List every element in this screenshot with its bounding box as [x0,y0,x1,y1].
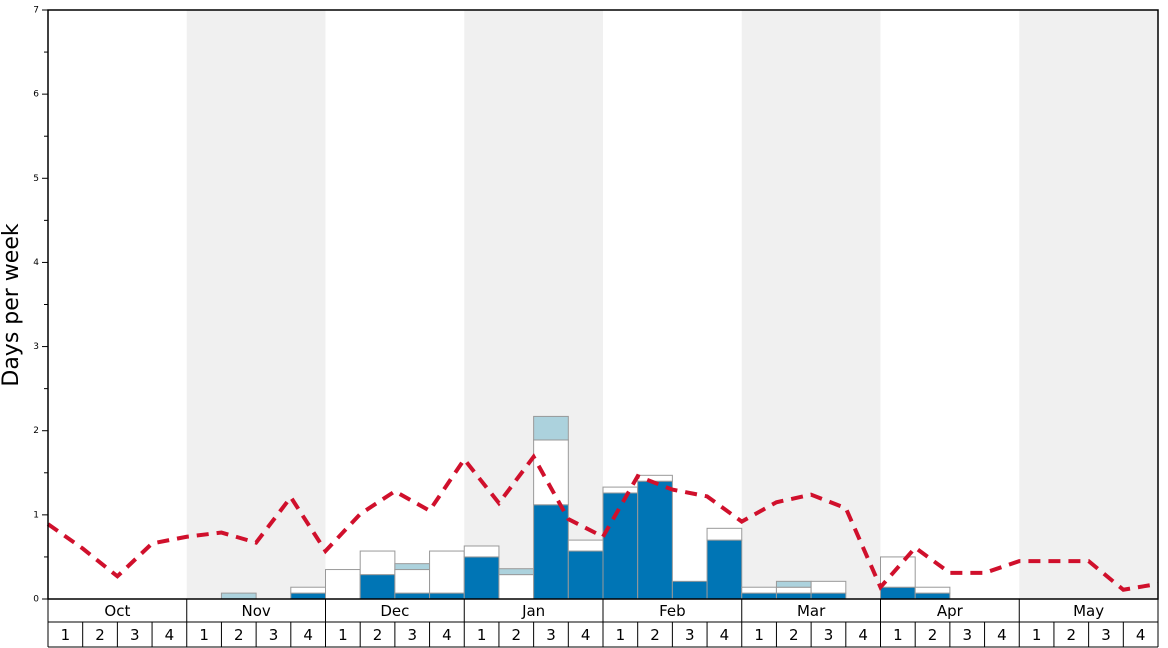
x-tick-label: 3 [546,626,556,644]
bar-segment [290,586,326,594]
month-label: May [1073,602,1104,620]
x-tick-label: 3 [130,626,140,644]
bar-segment [637,480,673,600]
bar-segment [325,569,361,600]
bar-segment [637,474,673,482]
bar-segment [359,550,396,576]
x-tick-label: 2 [1067,626,1077,644]
x-tick-label: 4 [720,626,730,644]
x-tick-label: 1 [338,626,348,644]
bar-segment [914,592,951,600]
month-label: Mar [797,602,826,620]
x-tick-label: 1 [616,626,626,644]
bar-segment [463,545,500,558]
month-label: Oct [104,602,130,620]
bar-segment [741,592,777,600]
bar-segment [429,592,465,600]
x-tick-label: 2 [789,626,799,644]
bar-segment [706,527,743,541]
bar-segment [706,539,743,600]
x-tick-label: 4 [1136,626,1146,644]
bar-segment [429,550,465,594]
y-tick-label: 3 [33,342,39,352]
y-tick-label: 6 [33,90,39,100]
bar-segment [394,592,431,600]
x-tick-label: 1 [754,626,764,644]
x-tick-label: 1 [477,626,487,644]
x-tick-label: 1 [199,626,209,644]
x-tick-label: 1 [1032,626,1042,644]
bar-segment [498,568,535,576]
x-tick-label: 2 [95,626,105,644]
x-tick-label: 2 [928,626,938,644]
y-tick-label: 4 [33,258,39,268]
bar-segment [602,486,639,494]
x-tick-label: 4 [303,626,313,644]
x-tick-label: 4 [165,626,175,644]
bar-segment [775,580,812,588]
y-tick-label: 5 [33,174,39,184]
month-label: Nov [241,602,270,620]
bar-segment [290,592,326,600]
x-tick-label: 2 [650,626,660,644]
bar-segment [741,586,777,594]
x-tick-label: 3 [962,626,972,644]
x-tick-label: 4 [581,626,591,644]
bar-segment [914,586,951,594]
bar-segment [463,556,500,600]
month-band [186,10,326,599]
bar-segment [359,574,396,600]
bar-segment [567,550,604,600]
bar-segment [880,586,916,600]
x-tick-label: 4 [997,626,1007,644]
x-tick-label: 1 [893,626,903,644]
bar-segment [671,580,708,600]
x-tick-label: 2 [234,626,244,644]
month-label: Dec [380,602,409,620]
x-tick-label: 2 [512,626,522,644]
bar-segment [533,504,569,600]
month-band [1019,10,1158,599]
bar-segment [567,539,604,552]
x-tick-label: 3 [269,626,279,644]
bar-segment [775,586,812,594]
bar-segment [775,592,812,600]
bar-segment [533,415,569,441]
x-tick-label: 3 [1101,626,1111,644]
bar-segment [394,569,431,594]
y-tick-label: 0 [33,595,39,605]
bar-segment [220,592,257,600]
bar-segment [602,492,639,600]
month-label: Feb [659,602,686,620]
month-label: Jan [521,602,545,620]
x-tick-label: 4 [858,626,868,644]
bar-segment [810,580,847,594]
bar-segment [394,563,431,571]
bar-segment [810,592,847,600]
x-tick-label: 4 [442,626,452,644]
y-tick-label: 1 [33,510,39,520]
x-tick-label: 3 [824,626,834,644]
y-tick-label: 2 [33,426,39,436]
x-tick-label: 3 [685,626,695,644]
trend-line [46,453,1159,592]
month-band [741,10,881,599]
x-tick-label: 3 [407,626,417,644]
x-tick-label: 1 [61,626,71,644]
y-axis-title: Days per week [0,223,24,386]
x-tick-label: 2 [373,626,383,644]
month-label: Apr [937,602,964,620]
bar-segment [533,439,569,506]
y-tick-label: 7 [33,6,39,16]
bar-segment [498,574,535,600]
